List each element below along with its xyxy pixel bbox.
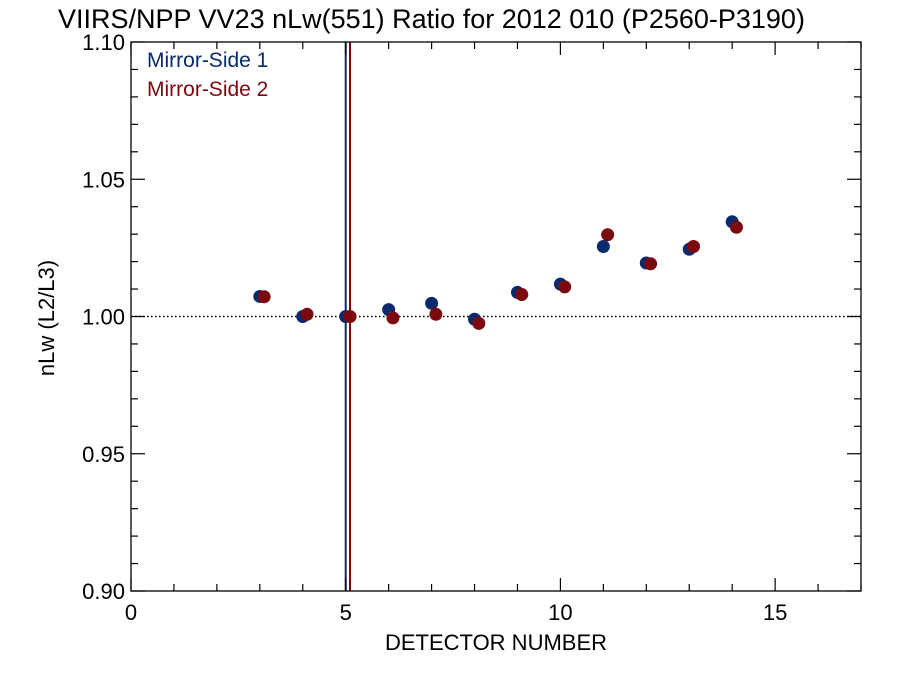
point-series-2 <box>472 316 486 330</box>
y-tick-label: 1.00 <box>82 305 125 330</box>
x-tick-label: 10 <box>548 600 572 625</box>
point-series-1 <box>425 296 439 310</box>
x-tick-label: 5 <box>340 600 352 625</box>
x-tick-label: 0 <box>125 600 137 625</box>
plot-area <box>130 41 862 592</box>
data-points <box>253 215 743 330</box>
legend-entry-mirror-side-1: Mirror-Side 1 <box>147 49 268 72</box>
legend: Mirror-Side 1 Mirror-Side 2 <box>147 49 268 101</box>
y-tick-label: 1.05 <box>82 167 125 192</box>
y-axis-title: nLw (L2/L3) <box>34 260 59 376</box>
point-series-2 <box>343 310 357 323</box>
legend-entry-mirror-side-2: Mirror-Side 2 <box>147 78 268 101</box>
point-series-2 <box>515 288 529 302</box>
point-series-2 <box>687 240 701 254</box>
y-tick-label: 1.10 <box>82 30 125 55</box>
y-tick-label: 0.95 <box>82 442 125 467</box>
chart-title: VIIRS/NPP VV23 nLw(551) Ratio for 2012 0… <box>58 4 805 34</box>
point-series-2 <box>601 228 615 242</box>
x-tick-label: 15 <box>763 600 787 625</box>
point-series-2 <box>257 290 271 304</box>
point-series-1 <box>596 240 610 254</box>
point-series-2 <box>558 280 572 294</box>
point-series-2 <box>300 307 314 321</box>
point-series-2 <box>386 311 400 325</box>
point-series-2 <box>644 257 658 271</box>
point-series-2 <box>429 307 443 321</box>
axis-ticks: 0 5 10 15 0.90 0.95 1.00 1.05 1.10 <box>82 30 862 625</box>
x-axis-title: DETECTOR NUMBER <box>385 630 607 655</box>
y-tick-label: 0.90 <box>82 579 125 604</box>
point-series-2 <box>729 220 743 234</box>
